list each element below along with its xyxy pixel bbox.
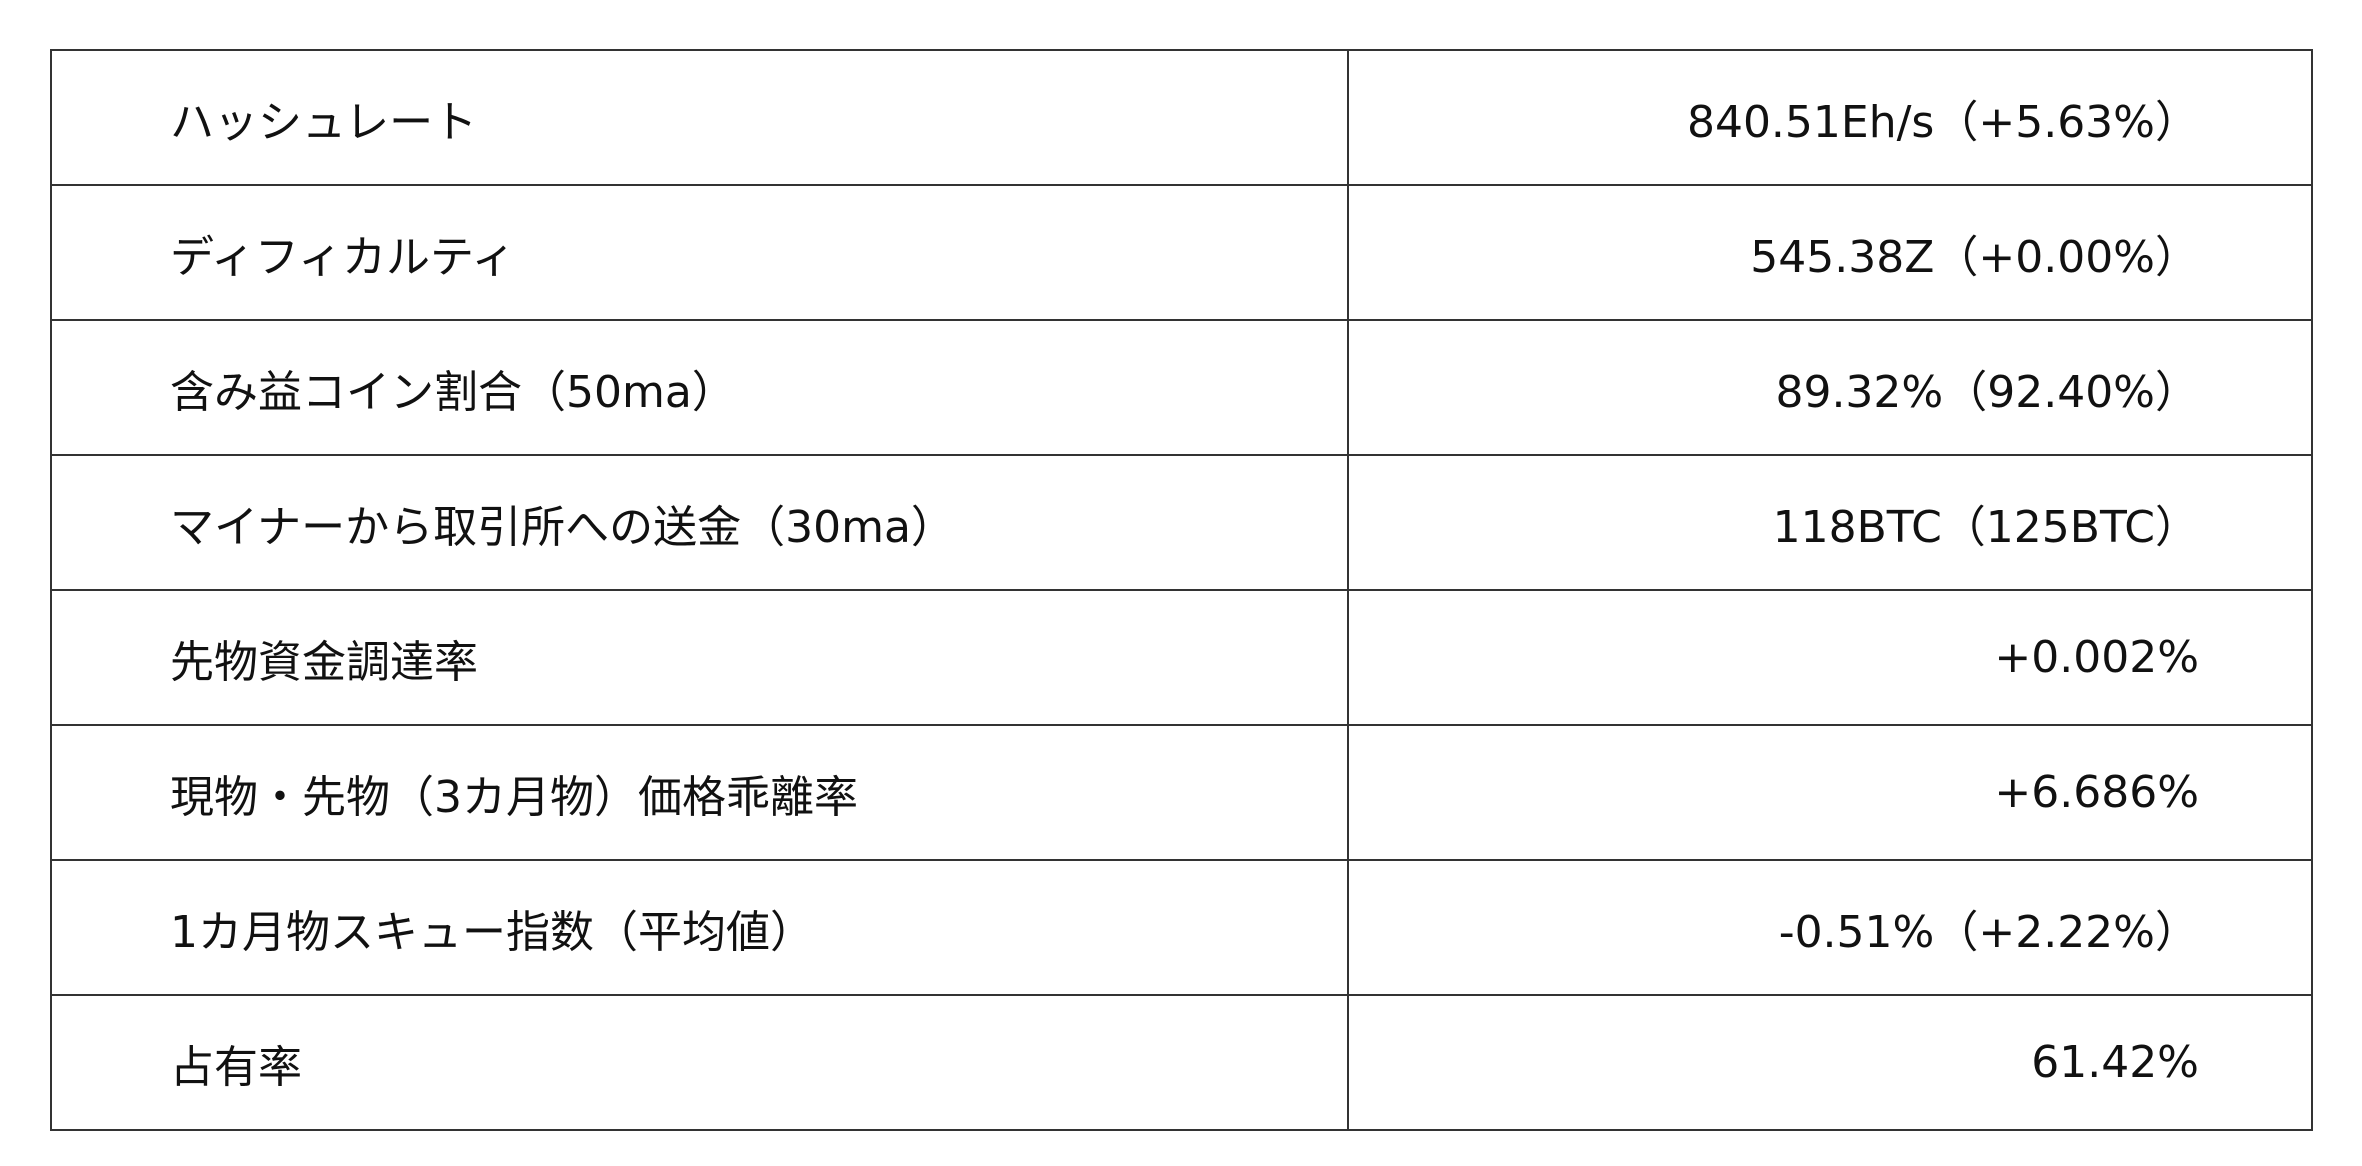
metrics-table: ハッシュレート 840.51Eh/s（+5.63%） ディフィカルティ 545.38Z… [50, 49, 2313, 1131]
metric-value: 61.42% [1347, 994, 2313, 1131]
metric-label: 1カ月物スキュー指数（平均値） [50, 859, 1349, 996]
metric-label: 含み益コイン割合（50ma） [50, 319, 1349, 456]
table-row: 占有率 61.42% [50, 994, 2313, 1131]
metric-value: 118BTC（125BTC） [1347, 454, 2313, 591]
metric-value: +0.002% [1347, 589, 2313, 726]
table-row: 1カ月物スキュー指数（平均値） -0.51%（+2.22%） [50, 859, 2313, 996]
metric-label: 先物資金調達率 [50, 589, 1349, 726]
table-row: 現物・先物（3カ月物）価格乖離率 +6.686% [50, 724, 2313, 861]
metric-label: ハッシュレート [50, 49, 1349, 186]
metric-value: -0.51%（+2.22%） [1347, 859, 2313, 996]
table-row: マイナーから取引所への送金（30ma） 118BTC（125BTC） [50, 454, 2313, 591]
table-row: ディフィカルティ 545.38Z（+0.00%） [50, 184, 2313, 321]
metric-label: 占有率 [50, 994, 1349, 1131]
metric-value: +6.686% [1347, 724, 2313, 861]
metric-label: ディフィカルティ [50, 184, 1349, 321]
metric-label: マイナーから取引所への送金（30ma） [50, 454, 1349, 591]
metric-value: 840.51Eh/s（+5.63%） [1347, 49, 2313, 186]
metric-value: 545.38Z（+0.00%） [1347, 184, 2313, 321]
table-row: 先物資金調達率 +0.002% [50, 589, 2313, 726]
metric-value: 89.32%（92.40%） [1347, 319, 2313, 456]
table-row: 含み益コイン割合（50ma） 89.32%（92.40%） [50, 319, 2313, 456]
table-row: ハッシュレート 840.51Eh/s（+5.63%） [50, 49, 2313, 186]
metrics-table-body: ハッシュレート 840.51Eh/s（+5.63%） ディフィカルティ 545.38Z… [50, 49, 2313, 1131]
metric-label: 現物・先物（3カ月物）価格乖離率 [50, 724, 1349, 861]
